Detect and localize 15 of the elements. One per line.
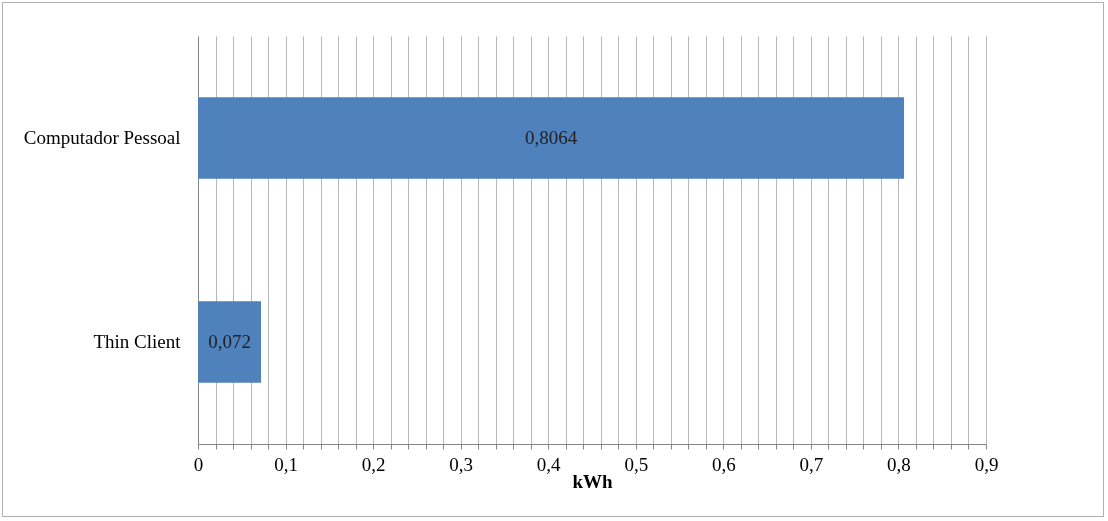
x-tick-label: 0,3: [449, 453, 474, 475]
x-tick-label: 0,6: [711, 453, 736, 475]
x-axis-title: kWh: [572, 470, 613, 492]
x-tick-label: 0,9: [974, 453, 999, 475]
x-tick-label: 0,4: [536, 453, 562, 475]
x-tick-label: 0,8: [887, 453, 911, 475]
x-tick-label: 0,1: [274, 453, 298, 475]
x-tick-label: 0,2: [361, 453, 386, 475]
data-label: 0,072: [208, 331, 251, 352]
data-label: 0,8064: [524, 127, 578, 148]
y-tick-label: Thin Client: [93, 331, 182, 352]
x-tick-label: 0: [193, 453, 204, 475]
x-tick-label: 0,7: [799, 453, 824, 475]
y-tick-label: Computador Pessoal: [23, 127, 181, 148]
x-tick-label: 0,5: [624, 453, 649, 475]
